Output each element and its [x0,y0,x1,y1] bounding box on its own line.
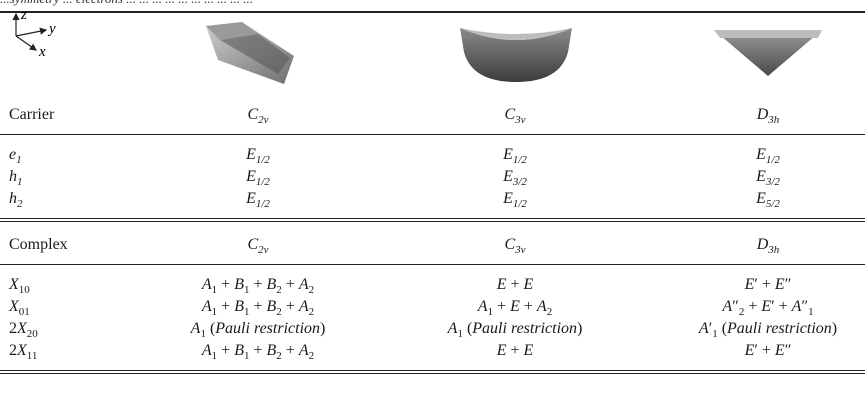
complex-row-x10-d3h: E′ + E″ [744,276,792,293]
carrier-row-e1-c3v: E1/2 [503,146,527,167]
complex-row-x01-d3h: A″2 + E′ + A″1 [722,298,814,319]
complex-row-2x20-label: 2X20 [9,320,38,341]
carrier-row-e1-label: e1 [9,146,22,167]
carrier-header-rule [0,134,865,135]
complex-row-2x20-c2v: A1 (Pauli restriction) [190,320,326,341]
caption-fragment: ...symmetry ... electrons ... ... ... ..… [0,0,865,7]
carrier-header-label: Carrier [9,106,55,123]
carrier-row-h2-c3v: E1/2 [503,190,527,211]
carrier-row-e1-d3h: E1/2 [756,146,780,167]
complex-row-x10-label: X10 [9,276,30,297]
carrier-header-c3v: C3v [504,106,526,127]
complex-row-x10-c2v: A1 + B1 + B2 + A2 [201,276,315,297]
carrier-row-h2-c2v: E1/2 [246,190,270,211]
complex-row-2x20-c3v: A1 (Pauli restriction) [447,320,583,341]
carrier-row-h1-label: h1 [9,168,23,189]
complex-row-x01-c2v: A1 + B1 + B2 + A2 [201,298,315,319]
axis-label-x: x [38,44,46,58]
top-rule [0,11,865,13]
section-double-rule-top [0,218,865,219]
carrier-row-e1-c2v: E1/2 [246,146,270,167]
complex-header-c3v: C3v [504,236,526,257]
complex-row-2x11-d3h: E′ + E″ [744,342,792,359]
axis-label-z: z [20,7,27,23]
c2v-dot-shape-icon [206,22,294,84]
c3v-dot-shape-icon [460,28,572,82]
complex-row-x01-label: X01 [9,298,30,319]
complex-row-2x11-c3v: E + E [496,342,534,359]
complex-row-2x11-label: 2X11 [9,342,38,363]
bottom-double-rule-bottom [0,373,865,374]
carrier-row-h2-label: h2 [9,190,23,211]
carrier-row-h2-d3h: E5/2 [756,190,780,211]
complex-header-rule [0,264,865,265]
complex-row-x10-c3v: E + E [496,276,534,293]
complex-row-x01-c3v: A1 + E + A2 [477,298,553,319]
bottom-double-rule-top [0,370,865,371]
complex-row-2x11-c2v: A1 + B1 + B2 + A2 [201,342,315,363]
carrier-row-h1-d3h: E3/2 [756,168,780,189]
carrier-row-h1-c3v: E3/2 [503,168,527,189]
axis-label-y: y [47,21,56,37]
d3h-dot-shape-icon [714,30,822,76]
carrier-row-h1-c2v: E1/2 [246,168,270,189]
carrier-header-d3h: D3h [756,106,780,127]
complex-header-d3h: D3h [756,236,780,257]
coordinate-axes-icon: z y x [12,7,56,58]
complex-header-label: Complex [9,236,68,253]
carrier-header-c2v: C2v [247,106,269,127]
complex-header-c2v: C2v [247,236,269,257]
section-double-rule-bottom [0,221,865,222]
complex-row-2x20-d3h: A′1 (Pauli restriction) [698,320,838,341]
